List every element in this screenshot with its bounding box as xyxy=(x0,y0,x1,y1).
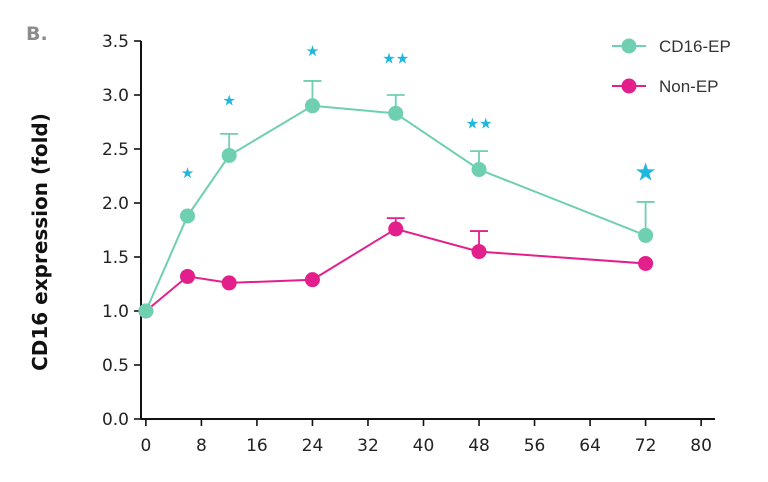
axes xyxy=(134,40,715,426)
x-tick-label: 48 xyxy=(468,436,490,456)
x-tick-label: 32 xyxy=(357,436,379,456)
significance-marker: ★ xyxy=(181,164,194,182)
x-tick-label: 40 xyxy=(413,436,435,456)
legend-marker xyxy=(621,38,637,54)
significance-marker: ★ xyxy=(222,92,235,110)
significance-marker: ★★ xyxy=(382,50,409,68)
series-lines xyxy=(144,104,646,312)
y-tick-label: 0.0 xyxy=(102,410,129,430)
legend: CD16-EP Non-EP xyxy=(612,37,731,96)
y-tick-label: 3.5 xyxy=(102,32,129,52)
data-point xyxy=(221,275,237,291)
data-point xyxy=(638,227,654,243)
data-point xyxy=(388,105,404,121)
y-tick-label: 2.0 xyxy=(102,194,129,214)
series-line-0 xyxy=(144,104,646,312)
data-point xyxy=(138,303,154,319)
x-tick-label: 72 xyxy=(635,436,657,456)
y-tick-label: 0.5 xyxy=(102,356,129,376)
data-point xyxy=(180,268,196,284)
data-point xyxy=(304,272,320,288)
x-tick-label: 24 xyxy=(302,436,324,456)
x-tick-label: 56 xyxy=(524,436,546,456)
series-line-1 xyxy=(145,227,646,312)
y-tick-label: 1.0 xyxy=(102,302,129,322)
y-tick-label: 2.5 xyxy=(102,140,129,160)
data-points xyxy=(138,98,654,319)
significance-markers: ★★★ ★★★★★ xyxy=(181,42,657,186)
x-tick-label: 0 xyxy=(140,436,151,456)
data-point xyxy=(471,162,487,178)
significance-marker: ★ xyxy=(634,157,656,186)
tick-labels: 0.0 0.5 1.0 1.5 2.0 2.5 3.0 3.5 0 8 16 24 32 40 48 56 64… xyxy=(102,32,712,456)
x-tick-label: 16 xyxy=(246,436,268,456)
legend-label: CD16-EP xyxy=(659,37,731,56)
data-point xyxy=(221,147,237,163)
y-axis-label: CD16 expression (fold) xyxy=(28,113,52,371)
data-point xyxy=(388,221,404,237)
significance-marker: ★★ xyxy=(466,114,493,132)
data-point xyxy=(638,255,654,271)
legend-label: Non-EP xyxy=(659,77,719,96)
panel-label: B. xyxy=(26,23,48,45)
legend-marker xyxy=(621,78,637,94)
x-tick-label: 80 xyxy=(690,436,712,456)
data-point xyxy=(304,98,320,114)
y-tick-label: 1.5 xyxy=(102,248,129,268)
data-point xyxy=(471,244,487,260)
y-tick-label: 3.0 xyxy=(102,86,129,106)
x-tick-label: 64 xyxy=(579,436,601,456)
data-point xyxy=(180,208,196,224)
significance-marker: ★ xyxy=(306,42,319,60)
error-bars xyxy=(220,80,655,252)
x-tick-label: 8 xyxy=(196,436,207,456)
